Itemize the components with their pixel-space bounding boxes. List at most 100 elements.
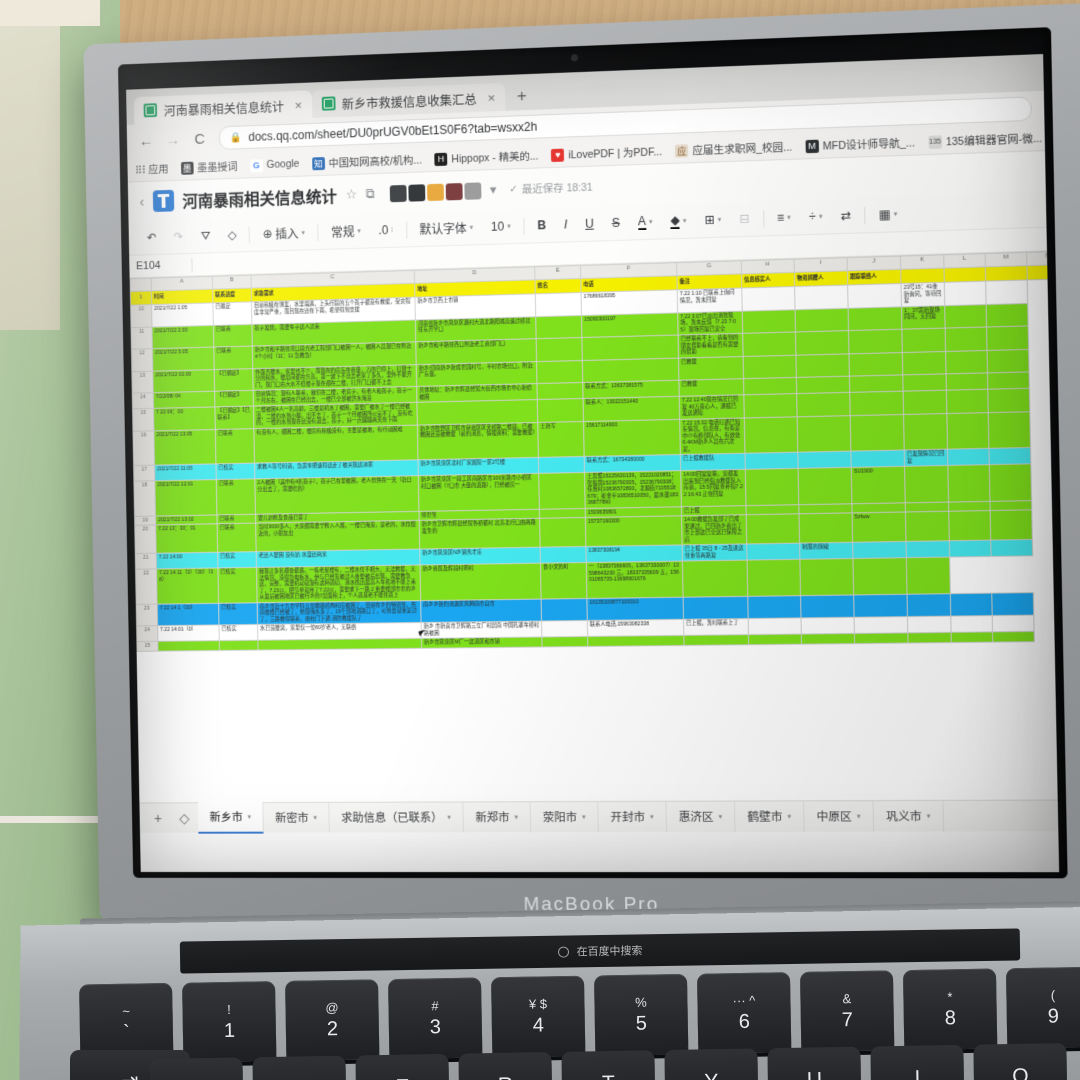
key-y[interactable]: Y [664,1048,759,1080]
table-cell[interactable] [990,539,1033,557]
all-sheets-button[interactable]: ◇ [178,809,190,826]
redo-button[interactable]: ↷ [173,229,184,244]
table-cell[interactable] [848,352,903,377]
table-cell[interactable] [746,543,800,561]
table-cell[interactable]: 已核实 [217,567,258,604]
table-cell[interactable] [535,315,582,339]
chevron-down-icon[interactable]: ▾ [582,814,586,822]
sheet-tab-3[interactable]: 新郑市 ▾ [463,802,532,833]
chevron-down-icon[interactable]: ▾ [787,813,792,821]
table-cell[interactable]: 已联系 [216,478,256,515]
table-cell[interactable] [854,616,908,634]
table-cell[interactable]: 新乡市卫辉市辉县经贸各桥都村 北苏北行口由两路发生的 [419,518,541,550]
table-cell[interactable] [744,416,798,454]
row-number[interactable]: 10 [130,304,153,328]
header-cell[interactable]: 联系进度 [212,288,252,303]
table-cell[interactable]: SU1900 [851,466,906,504]
undo-button[interactable]: ↶ [146,230,157,245]
header-cell[interactable]: 姓名 [534,278,582,294]
table-cell[interactable]: 1：37需新现场同问，无回复 [901,305,946,330]
key-5[interactable]: % 5 [594,973,689,1056]
table-cell[interactable] [850,450,905,468]
font-family-select[interactable]: 默认字体 ▾ [411,219,483,238]
row-number[interactable]: 15 [132,408,154,431]
forward-icon[interactable]: → [165,131,181,149]
number-format-select[interactable]: 常规 ▾ [322,222,370,240]
table-cell[interactable] [849,391,904,416]
key-i[interactable]: I [870,1044,965,1080]
row-number[interactable]: 18 [133,480,156,516]
chevron-down-icon[interactable]: ▾ [856,813,861,821]
row-number[interactable]: 23 [136,603,158,627]
table-cell[interactable] [538,456,585,474]
bookmark-momo[interactable]: 墨 墨墨授词 [180,159,238,176]
chevron-down-icon[interactable]: ▾ [313,814,317,822]
table-cell[interactable] [795,330,849,355]
table-cell[interactable] [985,279,1028,305]
table-cell[interactable]: 当时3000多人，大家都需要宁粉入人属，一楼已淹没，是老的，水位很近的，小朋友出 [255,520,420,552]
chevron-down-icon[interactable]: ▾ [514,814,519,822]
bold-button[interactable]: B [537,218,547,233]
table-cell[interactable]: 已救援 [678,378,744,397]
table-cell[interactable]: 已上报救援队 [680,453,746,471]
table-cell[interactable]: 食小文的町 [540,562,587,599]
table-cell[interactable]: 2021/7/22 13:05 [153,429,216,466]
col-header-B[interactable]: B [212,275,252,290]
table-cell[interactable] [947,448,990,466]
table-cell[interactable] [796,392,851,417]
table-cell[interactable] [853,594,908,618]
table-cell[interactable] [796,376,850,394]
key-r[interactable]: R [458,1052,553,1080]
table-cell[interactable] [946,372,988,391]
table-cell[interactable] [950,615,993,633]
table-cell[interactable] [907,616,952,634]
key-o[interactable]: O [973,1043,1068,1080]
chevron-down-icon[interactable]: ▾ [489,181,497,198]
table-cell[interactable] [992,631,1035,643]
table-cell[interactable]: 2021/7/22 5:05 [152,347,215,371]
col-header-E[interactable]: E [534,265,581,280]
header-cell[interactable]: 跟踪联络人 [847,269,901,286]
table-cell[interactable] [537,398,584,422]
table-cell[interactable]: 7.22 3:07已派出消防现场，暂未反馈（7.23 7:05）现场回复已安全 [677,310,743,336]
sheet-tab-4[interactable]: 荥阳市 ▾ [530,802,599,833]
table-cell[interactable] [902,350,947,375]
row-number[interactable]: 11 [131,326,153,350]
table-cell[interactable]: 已确定 [212,301,252,325]
table-cell[interactable] [536,337,583,362]
table-cell[interactable]: 17686618395 [581,289,678,316]
table-cell[interactable]: 已救援 [678,356,744,381]
bookmark-ilovepdf[interactable]: ♥ iLovePDF | 为PDF... [551,144,662,163]
table-cell[interactable]: 已联系 [215,428,255,464]
table-cell[interactable]: 7.22 15:32 电话打通已知东情况，信息在，有些是中介有移部队人，有效处6… [679,417,745,455]
table-cell[interactable]: 新乡市凤泉区M厂一这道区和市镇 [421,637,543,649]
chevron-down-icon[interactable]: ▾ [926,813,931,821]
table-cell[interactable] [416,399,538,425]
col-header-K[interactable]: K [900,254,944,270]
key-3[interactable]: #3 [388,977,483,1060]
italic-button[interactable]: I [563,217,568,232]
table-cell[interactable] [798,513,853,544]
row-number[interactable]: 20 [134,525,157,554]
close-icon[interactable]: × [487,89,496,106]
table-cell[interactable]: 16135100877100010 [586,596,684,621]
spreadsheet-grid[interactable]: A B C D E F G H I J [129,251,1058,803]
table-cell[interactable] [743,393,798,418]
bookmark-cnki[interactable]: 知 中国知网高校/机构... [311,152,422,171]
key-9[interactable]: (9 [1005,966,1080,1049]
header-cell[interactable] [985,265,1028,282]
back-icon[interactable]: ← [138,132,154,150]
row-number[interactable]: 17 [133,465,155,482]
tencent-docs-logo[interactable] [152,189,174,213]
table-cell[interactable] [986,325,1029,350]
table-cell[interactable] [944,304,987,329]
table-cell[interactable]: 15737190300 [585,516,683,547]
wrap-text-button[interactable]: ⇄ [840,208,852,223]
table-cell[interactable] [951,632,993,643]
table-cell[interactable] [946,389,989,414]
table-cell[interactable]: 制服的辣椒 [799,542,853,560]
key-7[interactable]: & 7 [799,970,895,1052]
table-cell[interactable] [683,596,749,620]
new-tab-button[interactable]: + [516,86,527,106]
table-cell[interactable] [741,286,796,311]
